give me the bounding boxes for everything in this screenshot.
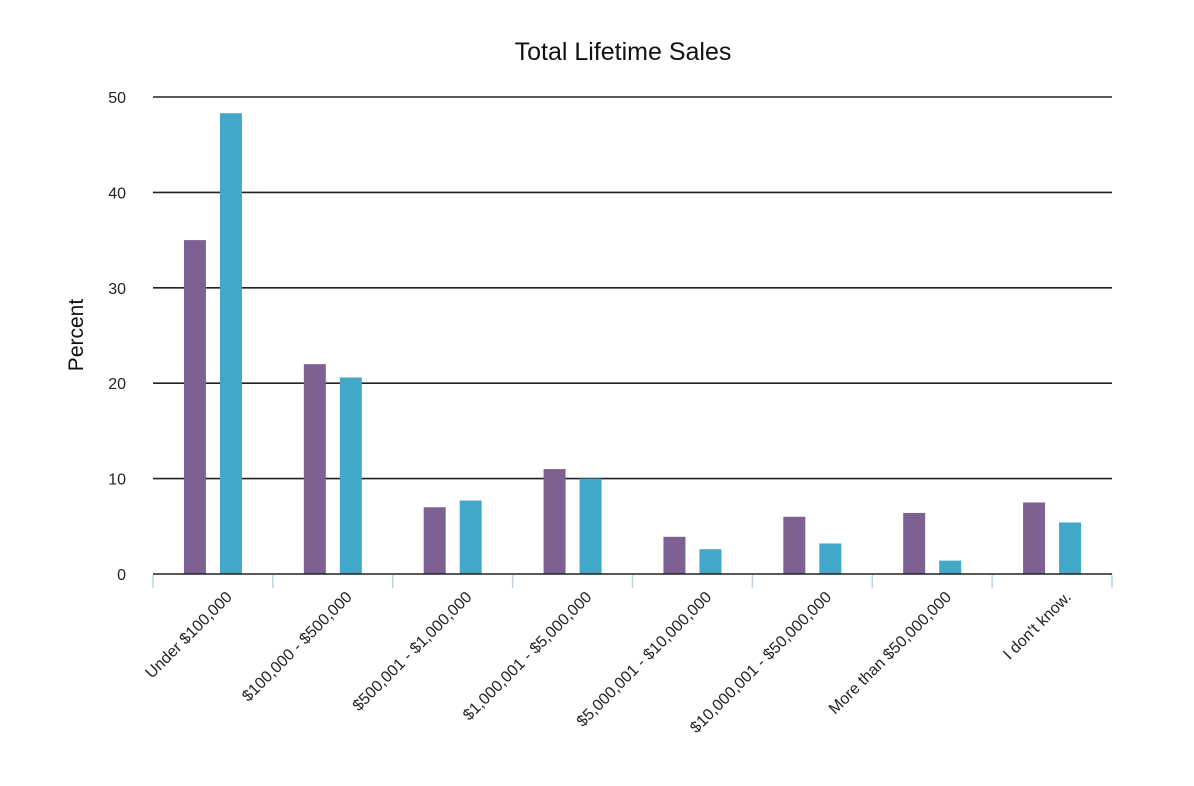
y-tick-label: 0 (117, 567, 126, 584)
y-tick-label: 30 (108, 281, 126, 298)
bar-series-2 (339, 377, 362, 574)
y-tick-label: 50 (108, 90, 126, 107)
x-tick-label: $10,000,001 - $50,000,000 (687, 589, 835, 737)
bar-series-1 (303, 364, 326, 574)
x-tick-label: More than $50,000,000 (826, 589, 955, 718)
bar-series-2 (1059, 522, 1082, 574)
bar-series-2 (219, 113, 242, 574)
bar-series-2 (699, 549, 722, 574)
bar-series-2 (939, 560, 962, 574)
bar-series-1 (183, 240, 206, 574)
x-axis-ticks: Under $100,000 $100,000 - $500,000$500,00… (143, 589, 1075, 737)
x-tick-label: $5,000,001 - $10,000,000 (574, 589, 716, 731)
bar-series-1 (783, 516, 806, 574)
x-axis (152, 573, 1113, 588)
bar-series-1 (423, 507, 446, 574)
bar-series-1 (663, 536, 686, 574)
bar-series-2 (579, 478, 602, 574)
bar-series-1 (543, 469, 566, 574)
bar-series-2 (819, 543, 842, 574)
y-tick-label: 40 (108, 185, 126, 202)
bar-series-2 (459, 500, 482, 574)
x-tick-label: I don't know. (1000, 589, 1075, 664)
x-tick-label: $100,000 - $500,000 (239, 589, 356, 706)
y-axis-ticks: 0 10 20 30 40 50 (108, 90, 126, 584)
bar-series-1 (1023, 502, 1046, 574)
bars (183, 113, 1082, 574)
x-tick-label: $1,000,001 - $5,000,000 (460, 589, 595, 724)
y-tick-label: 20 (108, 376, 126, 393)
x-tick-label: $500,001 - $1,000,000 (350, 589, 476, 715)
chart-title: Total Lifetime Sales (515, 38, 732, 66)
gridlines (153, 96, 1112, 480)
y-axis-label: Percent (65, 299, 88, 372)
x-tick-label: Under $100,000 (143, 589, 236, 682)
bar-series-1 (903, 512, 926, 574)
y-tick-label: 10 (108, 472, 126, 489)
